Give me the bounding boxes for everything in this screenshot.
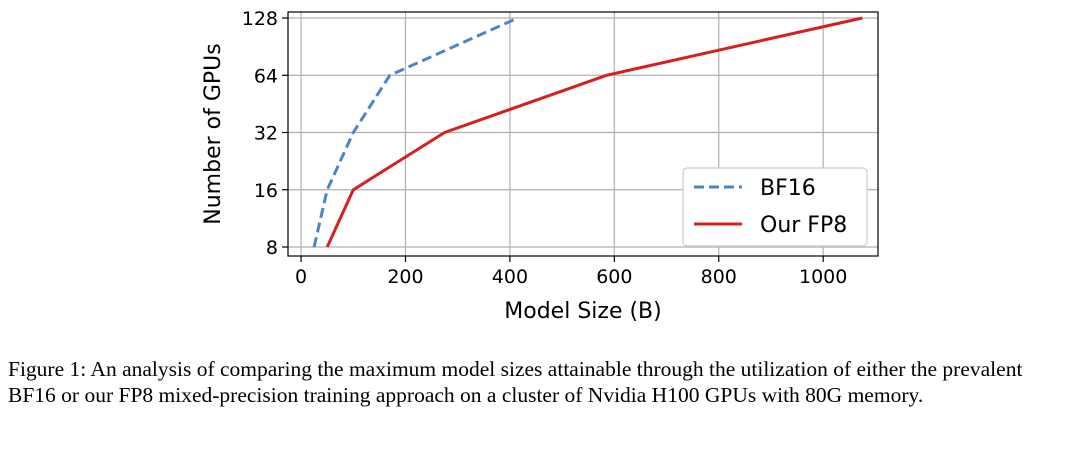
y-tick-label: 128 bbox=[242, 8, 278, 30]
plot-frame bbox=[287, 11, 879, 257]
series-line-bf16 bbox=[312, 16, 519, 248]
x-tick-label: 200 bbox=[387, 266, 423, 288]
figure-caption: Figure 1: An analysis of comparing the m… bbox=[8, 357, 1023, 407]
legend-label-fp8: Our FP8 bbox=[760, 213, 847, 238]
x-axis-ticks: 0 200 400 600 800 1000 bbox=[295, 256, 847, 288]
x-tick-label: 800 bbox=[701, 266, 737, 288]
y-tick-label: 8 bbox=[266, 237, 278, 259]
legend: BF16 Our FP8 bbox=[682, 167, 868, 247]
y-tick-label: 32 bbox=[254, 123, 278, 145]
x-tick-label: 1000 bbox=[799, 266, 847, 288]
y-tick-label: 64 bbox=[254, 65, 278, 87]
y-tick-label: 16 bbox=[254, 180, 278, 202]
x-tick-label: 600 bbox=[596, 266, 632, 288]
x-tick-label: 400 bbox=[492, 266, 528, 288]
y-axis-ticks: 8 16 32 64 128 bbox=[242, 8, 288, 259]
grid-lines bbox=[288, 12, 878, 256]
series-line-our-fp8 bbox=[325, 16, 863, 248]
x-tick-label: 0 bbox=[295, 266, 307, 288]
x-axis-label: Model Size (B) bbox=[504, 299, 661, 324]
y-axis-label: Number of GPUs bbox=[201, 43, 226, 224]
legend-label-bf16: BF16 bbox=[760, 176, 816, 201]
line-chart: 0 200 400 600 800 1000 8 16 32 64 128 Model Size … bbox=[201, 8, 879, 324]
series-lines bbox=[312, 16, 863, 248]
